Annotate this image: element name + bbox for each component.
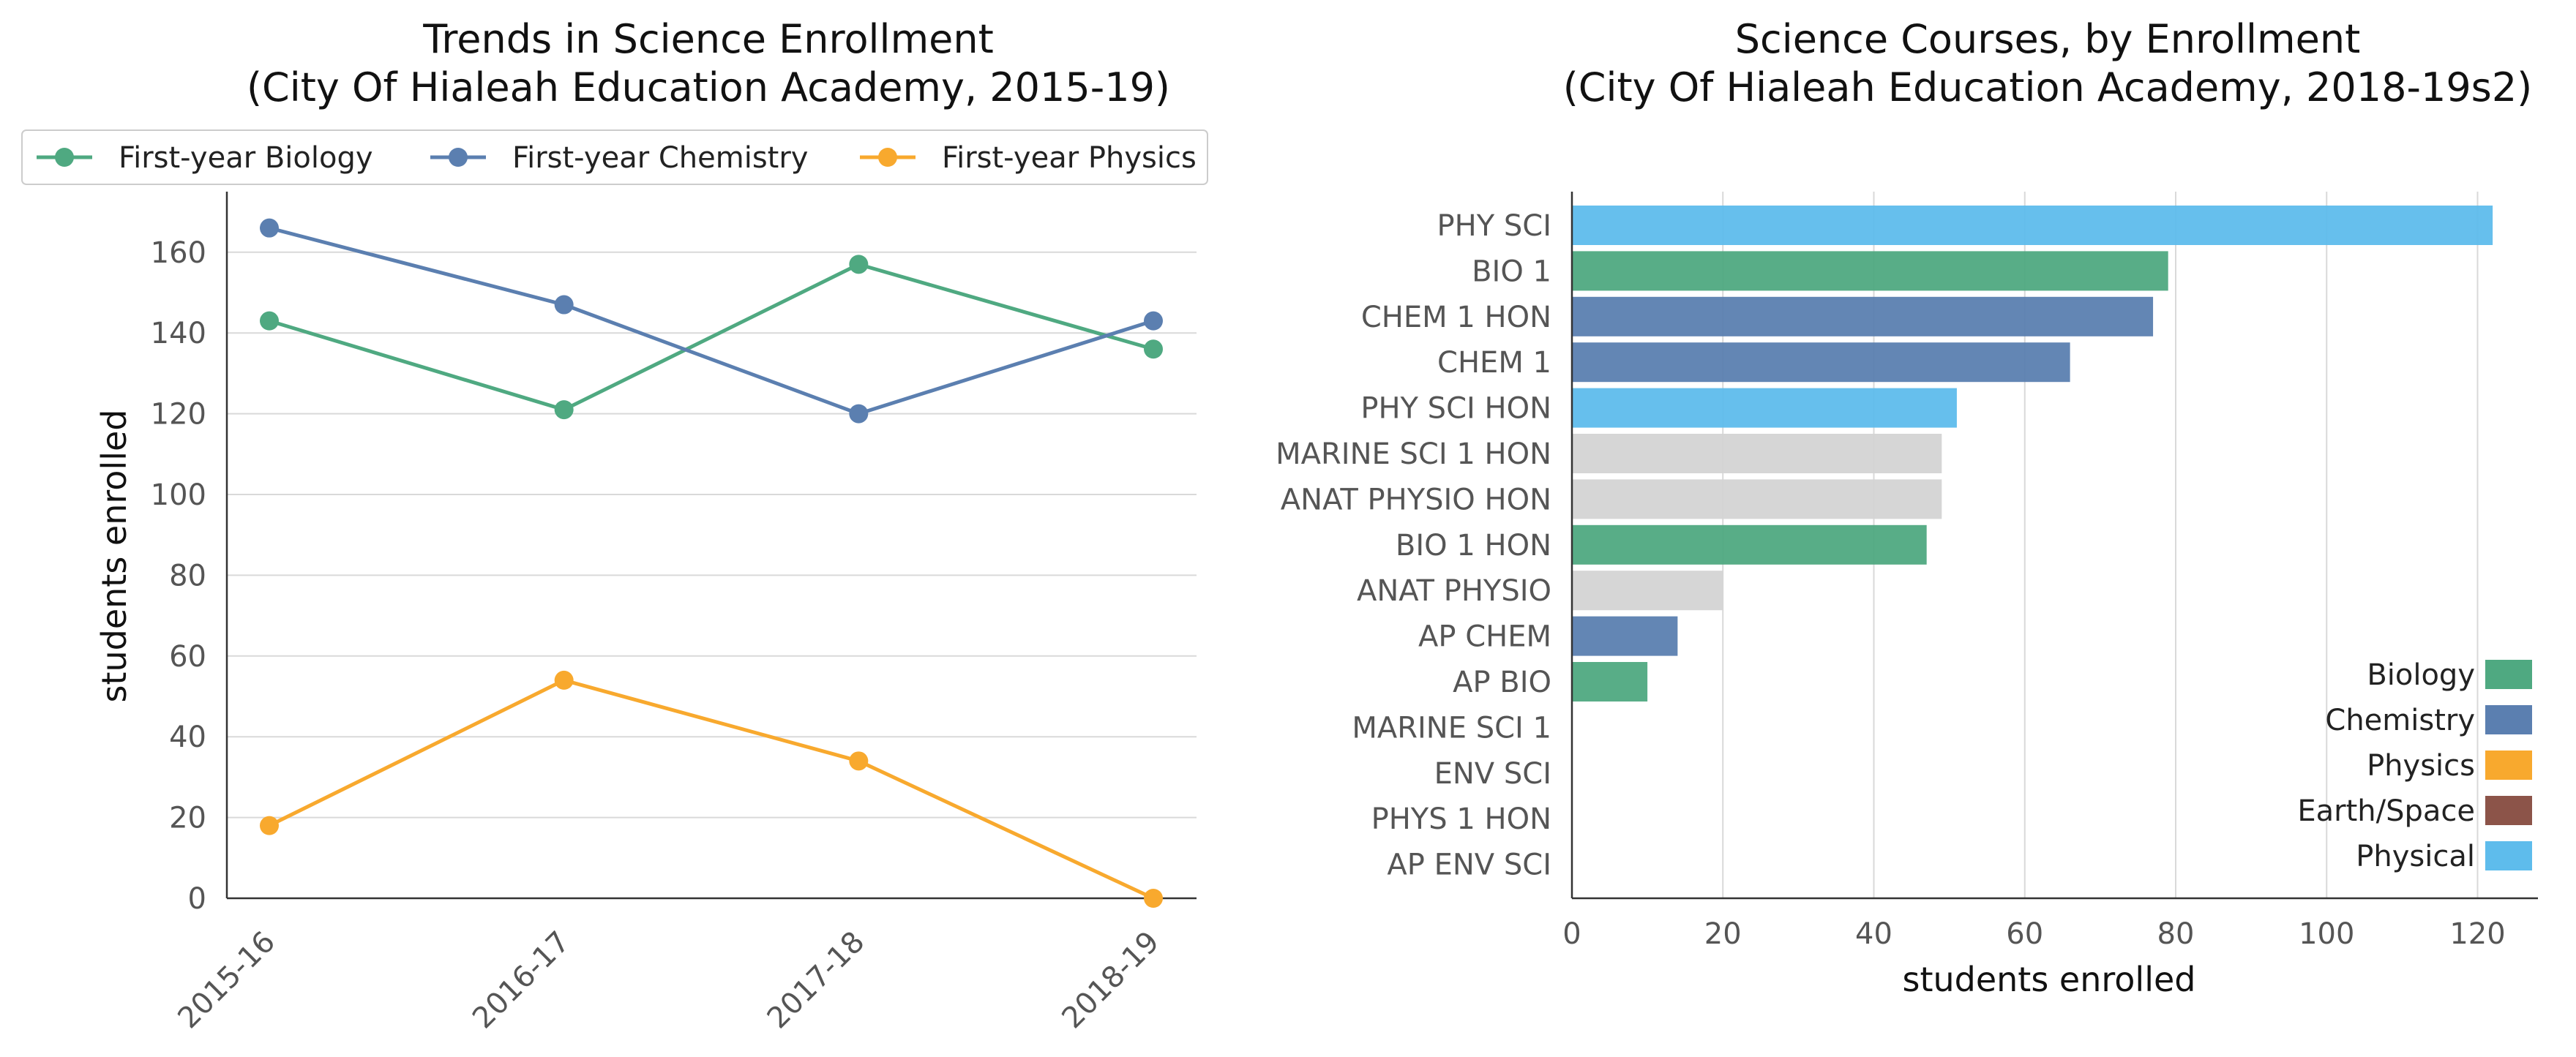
series-line [268,678,1155,900]
bar-legend-label: Earth/Space [2297,794,2475,828]
bar-x-tick-label: 80 [2157,917,2195,951]
bar [1572,296,2154,336]
legend-swatch-marker [449,148,468,167]
bar-category-label: BIO 1 HON [1396,529,1551,563]
bar-bars [1572,206,2493,701]
bar-legend-swatch [2485,660,2532,689]
bar-category-label: PHY SCI [1437,209,1551,243]
line-y-tick-label: 100 [151,478,206,512]
bar [1572,206,2493,245]
bar-x-tick-label: 40 [1855,917,1892,951]
bar [1572,571,1723,611]
data-point [1144,889,1163,908]
bar-x-tick-label: 20 [1704,917,1742,951]
bar-legend-label: Chemistry [2325,704,2475,737]
line-x-tick-label: 2015-16 [171,925,282,1036]
line-x-tick-label: 2017-18 [761,925,872,1036]
data-point [1144,311,1163,331]
line-y-tick-label: 0 [188,882,206,916]
series-line [269,262,1154,412]
bar-x-axis-label: students enrolled [1903,960,2196,999]
line-grid [227,251,1197,819]
bar-legend: Biology Chemistry Physics Earth/Space Physic… [2297,658,2532,873]
bar-chart-subtitle: (City Of Hialeah Education Academy, 2018… [1563,64,2533,110]
data-point [849,404,869,424]
bar-category-label: ANAT PHYSIO [1357,574,1551,608]
bar-legend-label: Physical [2356,840,2475,873]
bar [1572,524,1927,565]
bar-chart-title: Science Courses, by Enrollment [1735,16,2361,62]
legend-swatch-marker [878,148,897,167]
line-legend: First-year Biology First-year Chemistry Fi… [37,141,1197,175]
legend-label: First-year Chemistry [512,141,808,175]
line-y-tick-label: 80 [169,559,206,593]
bar-legend-label: Biology [2367,658,2475,692]
bar-x-tick-label: 120 [2449,917,2505,951]
line-chart-title: Trends in Science Enrollment [422,16,994,62]
line-chart-subtitle: (City Of Hialeah Education Academy, 2015… [247,64,1170,110]
legend-label: First-year Biology [119,141,373,175]
data-point [260,311,279,331]
bar-legend-label: Physics [2367,749,2475,783]
bar-category-label: CHEM 1 HON [1361,301,1551,334]
line-chart: Trends in Science Enrollment (City Of Hi… [21,16,1208,1036]
bar-category-label: BIO 1 [1472,255,1551,288]
line-y-tick-label: 60 [169,640,206,674]
bar [1572,662,1648,701]
bar [1572,342,2070,383]
data-point [554,295,574,315]
line-y-tick-label: 120 [151,398,206,432]
bar-category-label: MARINE SCI 1 [1352,711,1551,745]
bar-category-label: PHYS 1 HON [1371,802,1551,836]
bar-category-label: ANAT PHYSIO HON [1281,483,1551,516]
bar [1572,616,1678,656]
line-legend-box [21,129,1208,185]
bar-legend-swatch [2485,796,2532,825]
bar-legend-swatch [2485,751,2532,780]
bar-category-label: ENV SCI [1434,757,1551,791]
legend-swatch-marker [55,148,74,167]
data-point [849,751,869,771]
bar-category-label: AP ENV SCI [1387,849,1551,882]
line-y-tick-label: 140 [151,317,206,350]
line-y-tick-label: 160 [151,236,206,270]
data-point [260,218,279,238]
line-x-tick-label: 2018-19 [1055,925,1166,1036]
bar-x-tick-label: 0 [1562,917,1581,951]
bar-x-tick-label: 60 [2006,917,2043,951]
line-y-tick-label: 40 [169,721,206,754]
bar-chart: Science Courses, by Enrollment (City Of … [1276,16,2538,999]
bar-legend-swatch [2485,841,2532,870]
bar-category-label: MARINE SCI 1 HON [1276,437,1551,471]
data-point [554,670,574,690]
bar-category-label: CHEM 1 [1437,346,1551,380]
bar-category-label: AP BIO [1453,666,1551,699]
data-point [260,816,279,835]
line-y-axis-label: students enrolled [94,410,134,703]
legend-label: First-year Physics [942,141,1197,175]
bar-axes: 0 20 40 60 80 100 120 PHY SCI BIO 1 CHEM 1 HON CHE… [1276,192,2538,951]
bar [1572,479,1942,519]
bar [1572,434,1942,473]
line-y-tick-label: 20 [169,802,206,835]
bar-legend-swatch [2485,705,2532,734]
data-point [554,400,574,420]
series-line [269,226,1154,416]
bar-category-label: AP CHEM [1418,620,1551,654]
line-x-tick-label: 2016-17 [466,925,577,1036]
bar-x-tick-label: 100 [2299,917,2354,951]
bar-category-label: PHY SCI HON [1360,392,1551,426]
data-point [849,255,869,274]
bar [1572,388,1957,428]
bar [1572,251,2168,291]
line-series [260,218,1163,908]
data-point [1144,339,1163,359]
